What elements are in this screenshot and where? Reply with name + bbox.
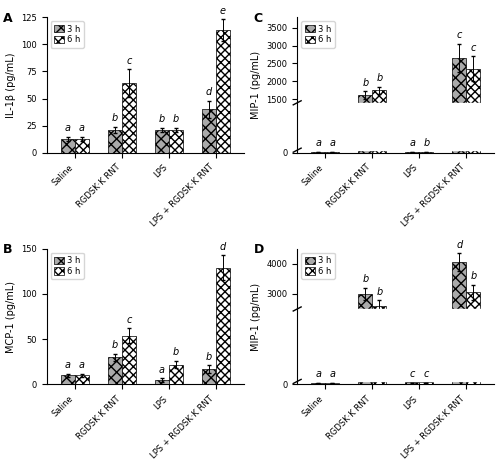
Bar — [420, 382, 434, 384]
Text: c: c — [470, 43, 476, 53]
Bar — [466, 292, 480, 384]
Bar — [122, 83, 136, 153]
Y-axis label: MIP-1 (pg/mL): MIP-1 (pg/mL) — [251, 282, 261, 350]
Legend: 3 h, 6 h: 3 h, 6 h — [51, 253, 84, 279]
Text: b: b — [470, 271, 476, 281]
Legend: 3 h, 6 h: 3 h, 6 h — [302, 21, 334, 48]
Text: D: D — [254, 243, 264, 256]
Bar — [154, 130, 168, 153]
Text: a: a — [79, 360, 85, 370]
Text: b: b — [206, 352, 212, 362]
Bar — [452, 58, 466, 153]
Bar — [60, 139, 75, 153]
Bar — [75, 376, 89, 384]
Bar — [405, 152, 419, 153]
Text: C: C — [254, 12, 263, 25]
Text: B: B — [3, 243, 13, 256]
Bar — [75, 139, 89, 153]
Bar — [302, 309, 500, 381]
Bar — [302, 103, 500, 150]
Text: c: c — [424, 369, 429, 378]
Text: d: d — [220, 241, 226, 252]
Bar — [202, 110, 215, 153]
Legend: 3 h, 6 h: 3 h, 6 h — [51, 21, 84, 48]
Y-axis label: MIP-1 (pg/mL): MIP-1 (pg/mL) — [251, 51, 261, 119]
Bar — [108, 130, 122, 153]
Text: A: A — [3, 12, 13, 25]
Text: d: d — [206, 87, 212, 97]
Text: c: c — [456, 30, 462, 41]
Text: c: c — [126, 56, 132, 66]
Text: c: c — [410, 369, 415, 378]
Text: a: a — [64, 123, 70, 133]
Text: a: a — [330, 370, 336, 379]
Bar — [60, 376, 75, 384]
Text: b: b — [376, 73, 382, 83]
Text: b: b — [172, 348, 179, 357]
Bar — [420, 152, 434, 153]
Bar — [372, 90, 386, 153]
Bar — [452, 262, 466, 384]
Text: b: b — [376, 287, 382, 296]
Y-axis label: MCP-1 (pg/mL): MCP-1 (pg/mL) — [6, 281, 16, 352]
Bar — [312, 152, 326, 153]
Text: a: a — [158, 365, 164, 375]
Text: b: b — [172, 115, 179, 124]
Bar — [202, 369, 215, 384]
Text: b: b — [112, 340, 118, 350]
Text: a: a — [330, 138, 336, 149]
Bar — [466, 69, 480, 153]
Bar — [358, 95, 372, 153]
Text: b: b — [362, 274, 368, 284]
Legend: 3 h, 6 h: 3 h, 6 h — [302, 253, 334, 279]
Bar — [108, 357, 122, 384]
Text: a: a — [79, 123, 85, 133]
Bar — [216, 30, 230, 153]
Bar — [326, 383, 340, 384]
Text: b: b — [362, 78, 368, 88]
Bar — [358, 294, 372, 384]
Bar — [122, 336, 136, 384]
Text: b: b — [112, 113, 118, 123]
Text: a: a — [316, 370, 322, 379]
Text: b: b — [158, 115, 165, 124]
Text: d: d — [456, 240, 462, 250]
Text: c: c — [126, 315, 132, 325]
Bar — [405, 382, 419, 384]
Text: b: b — [423, 138, 430, 149]
Bar — [168, 364, 183, 384]
Bar — [216, 267, 230, 384]
Bar — [372, 306, 386, 384]
Bar — [312, 383, 326, 384]
Text: e: e — [220, 6, 226, 16]
Text: a: a — [410, 138, 416, 149]
Bar — [154, 380, 168, 384]
Text: a: a — [64, 360, 70, 370]
Bar — [168, 130, 183, 153]
Y-axis label: IL-1β (pg/mL): IL-1β (pg/mL) — [6, 52, 16, 118]
Text: a: a — [316, 138, 322, 149]
Bar — [326, 152, 340, 153]
